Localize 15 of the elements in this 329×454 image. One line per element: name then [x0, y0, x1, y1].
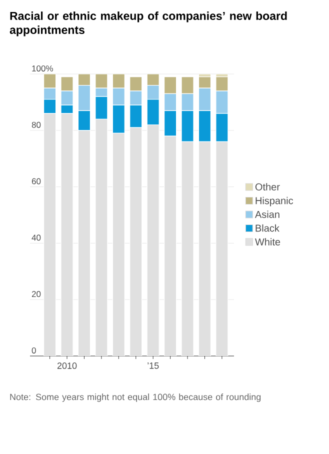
legend-label: Hispanic: [256, 196, 294, 206]
y-tick-label: 60: [32, 178, 41, 184]
y-tick-label: 0: [32, 347, 36, 354]
y-tick-label: 20: [32, 291, 41, 298]
chart-title: Racial or ethnic makeup of companies’ new board appointments: [10, 12, 287, 36]
legend-label: Black: [256, 224, 280, 232]
legend-label: Asian: [254, 210, 280, 218]
legend-label: White: [255, 238, 280, 246]
y-tick-label: 100%: [32, 65, 53, 72]
x-tick-label: ’15: [148, 362, 159, 369]
x-tick-label: 2010: [57, 362, 77, 369]
legend-label: Other: [255, 183, 280, 190]
y-tick-label: 80: [32, 122, 41, 128]
y-tick-label: 40: [32, 234, 41, 241]
text: Note: Some years might not equal 100% because of rounding: [10, 394, 261, 402]
